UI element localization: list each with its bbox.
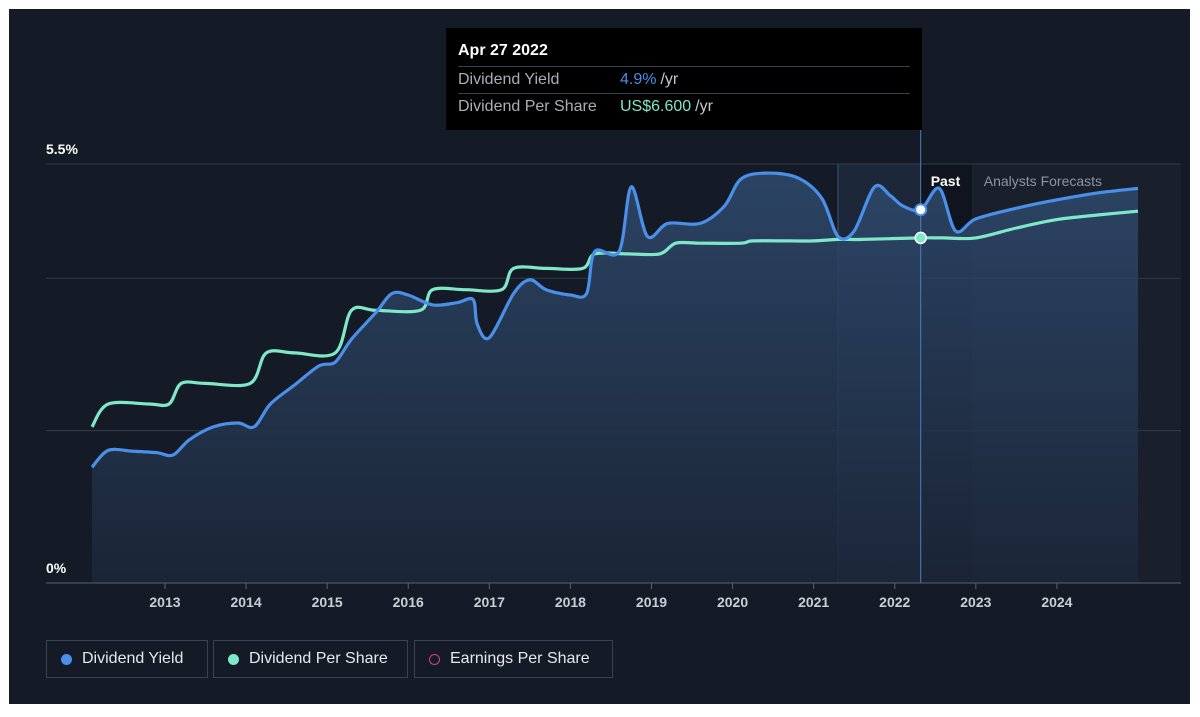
- x-tick-label: 2019: [636, 594, 667, 610]
- tooltip-row-dps: Dividend Per Share US$6.600 /yr: [458, 93, 910, 120]
- earnings-per-share-ring-icon: [429, 653, 440, 665]
- tooltip-yield-unit: /yr: [660, 71, 679, 88]
- x-tick-label: 2024: [1041, 594, 1072, 610]
- tooltip-dps-value: US$6.600: [620, 98, 692, 115]
- legend-dividend-yield-label: Dividend Yield: [82, 650, 184, 667]
- x-tick-label: 2015: [312, 594, 343, 610]
- x-tick-label: 2013: [149, 594, 180, 610]
- y-min-label: 0%: [46, 560, 67, 576]
- dividend-per-share-dot-icon: [228, 653, 239, 665]
- tooltip: Apr 27 2022 Dividend Yield 4.9% /yr Divi…: [446, 28, 922, 130]
- x-tick-label: 2022: [879, 594, 910, 610]
- x-tick-label: 2020: [717, 594, 748, 610]
- tooltip-row-yield: Dividend Yield 4.9% /yr: [458, 66, 910, 93]
- tooltip-date: Apr 27 2022: [458, 42, 548, 59]
- x-tick-label: 2017: [474, 594, 505, 610]
- dividend-yield-marker[interactable]: [914, 203, 928, 217]
- legend-earnings-per-share-label: Earnings Per Share: [450, 650, 590, 667]
- dividend-per-share-marker[interactable]: [914, 231, 927, 245]
- dividend-yield-line: [90, 171, 1139, 469]
- past-label: Past: [931, 173, 961, 189]
- legend-dividend-yield[interactable]: Dividend Yield: [46, 640, 208, 678]
- tooltip-yield-label: Dividend Yield: [458, 71, 560, 88]
- y-max-label: 5.5%: [46, 141, 78, 157]
- x-tick-label: 2021: [798, 594, 829, 610]
- tooltip-dps-label: Dividend Per Share: [458, 98, 597, 115]
- x-tick-label: 2014: [230, 594, 261, 610]
- legend-dividend-per-share-label: Dividend Per Share: [249, 650, 388, 667]
- forecast-label: Analysts Forecasts: [984, 173, 1102, 189]
- dividend-yield-dot-icon: [61, 653, 72, 665]
- tooltip-dps-unit: /yr: [695, 98, 713, 115]
- legend-earnings-per-share[interactable]: Earnings Per Share: [414, 640, 613, 678]
- tooltip-yield-value: 4.9%: [620, 71, 657, 88]
- x-tick-label: 2016: [393, 594, 424, 610]
- legend-dividend-per-share[interactable]: Dividend Per Share: [213, 640, 408, 678]
- x-tick-label: 2018: [555, 594, 586, 610]
- dividend-yield-area: [92, 173, 1138, 583]
- x-tick-label: 2023: [960, 594, 991, 610]
